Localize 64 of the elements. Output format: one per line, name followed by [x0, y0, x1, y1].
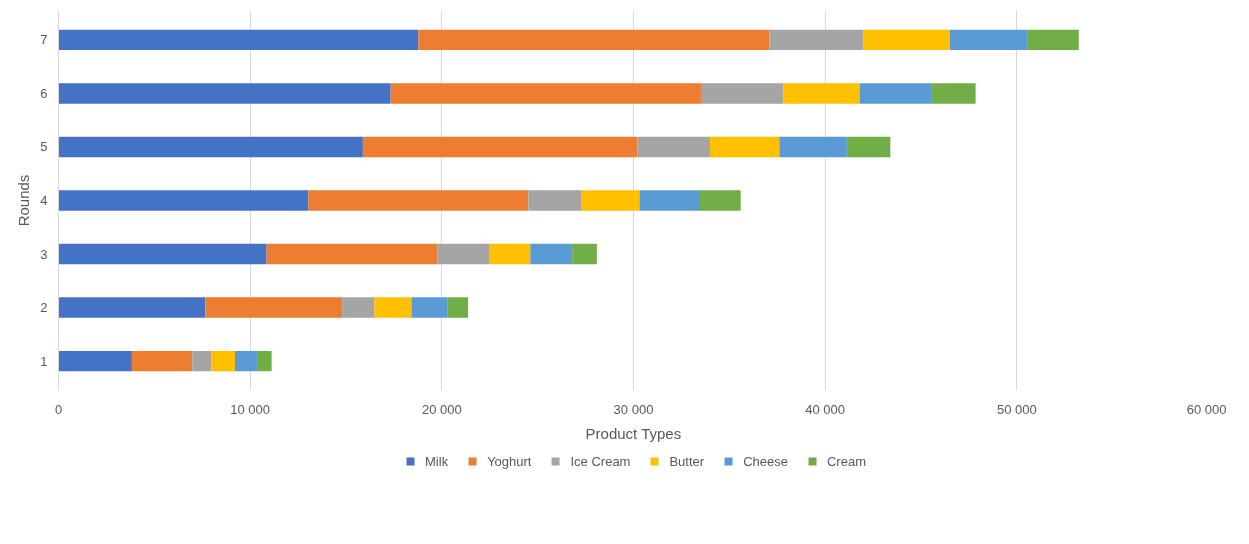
- bar: [700, 83, 784, 104]
- y-tick-label: 4: [40, 193, 48, 208]
- bar: [1027, 29, 1079, 51]
- x-tick-label: 30 000: [613, 401, 654, 417]
- bar: [374, 297, 412, 318]
- bar: [58, 243, 267, 265]
- bar: [235, 350, 258, 372]
- bar: [769, 29, 864, 51]
- y-tick-label: 6: [40, 85, 48, 101]
- bar: [58, 29, 419, 51]
- legend-label: Cream: [826, 453, 866, 469]
- bar: [489, 243, 531, 265]
- bar: [131, 350, 193, 372]
- legend-label: Yoghurt: [487, 453, 532, 469]
- bar: [362, 136, 638, 158]
- bar: [700, 190, 741, 211]
- bar: [58, 83, 391, 104]
- y-tick-label: 1: [40, 353, 48, 369]
- x-tick-label: 50 000: [996, 401, 1037, 417]
- bar: [572, 243, 597, 265]
- bar: [580, 190, 640, 211]
- bar: [447, 297, 469, 318]
- bar: [211, 350, 236, 372]
- bar: [528, 190, 581, 211]
- bar: [637, 136, 710, 158]
- x-axis-title: Product Types: [585, 424, 682, 442]
- bar: [192, 350, 212, 372]
- legend-label: Ice Cream: [570, 453, 631, 469]
- legend-label: Butter: [669, 453, 705, 469]
- x-tick-label: 10 000: [230, 401, 271, 417]
- bar: [58, 350, 132, 372]
- bar: [342, 297, 375, 318]
- bar: [308, 190, 529, 211]
- bar: [205, 297, 343, 318]
- bar: [418, 29, 770, 51]
- bar: [709, 136, 780, 158]
- x-tick-label: 0: [54, 401, 63, 417]
- bar: [846, 136, 891, 158]
- bar: [437, 243, 490, 265]
- y-tick-label: 2: [40, 300, 48, 316]
- y-tick-label: 5: [40, 139, 48, 155]
- x-tick-label: 40 000: [805, 401, 846, 417]
- bar: [783, 83, 860, 104]
- bar: [390, 83, 701, 104]
- x-tick-label: 20 000: [421, 401, 462, 417]
- bar: [779, 136, 847, 158]
- bar: [932, 83, 976, 104]
- y-axis-title: Rounds: [15, 174, 33, 227]
- y-tick-label: 3: [40, 246, 48, 262]
- bar: [639, 190, 701, 211]
- y-tick-label: 7: [40, 32, 48, 48]
- bar: [411, 297, 448, 318]
- bar: [58, 297, 206, 318]
- bar: [266, 243, 438, 265]
- bar: [863, 29, 950, 51]
- bar: [257, 350, 272, 372]
- legend-label: Milk: [425, 453, 449, 469]
- legend-label: Cheese: [743, 453, 788, 469]
- bar: [530, 243, 573, 265]
- x-tick-label: 60 000: [1186, 401, 1227, 417]
- bar: [949, 29, 1028, 51]
- bar: [58, 190, 309, 211]
- bar: [859, 83, 933, 104]
- bar: [58, 136, 363, 158]
